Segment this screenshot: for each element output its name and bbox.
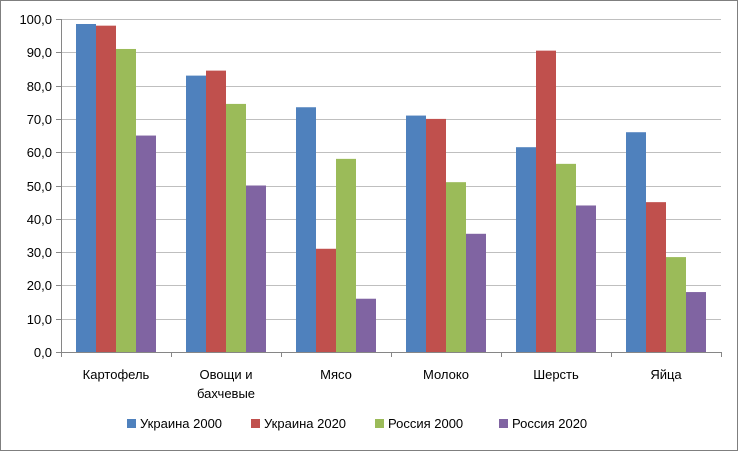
y-tick-label: 20,0 [27, 278, 52, 293]
bar [186, 75, 206, 353]
bar [246, 185, 266, 352]
legend-label: Россия 2020 [512, 416, 587, 431]
y-tick-labels: 0,0 10,0 20,0 30,0 40,0 50,0 60,0 70,0 80,0 90,0 1… [19, 12, 52, 360]
bar [296, 107, 316, 353]
bar [336, 158, 356, 352]
bar [76, 23, 96, 353]
y-tick-label: 50,0 [27, 179, 52, 194]
bar [686, 292, 706, 352]
legend: Украина 2000 Украина 2020 Россия 2000 Росси… [127, 416, 587, 431]
y-tick-label: 10,0 [27, 312, 52, 327]
category-label: Яйца [650, 367, 682, 382]
category-label: Молоко [423, 367, 469, 382]
legend-swatch [251, 419, 260, 428]
bar [646, 202, 666, 352]
category-labels: Картофель Овощи и бахчевые Мясо Молоко Шерсть… [83, 367, 683, 401]
bar [446, 182, 466, 352]
bar [136, 135, 156, 352]
bar [356, 298, 376, 352]
bar [316, 248, 336, 352]
category-label: Картофель [83, 367, 150, 382]
legend-label: Украина 2020 [264, 416, 346, 431]
bar [116, 48, 136, 352]
bar [466, 233, 486, 352]
y-tick-label: 90,0 [27, 45, 52, 60]
legend-swatch [375, 419, 384, 428]
y-tick-label: 80,0 [27, 79, 52, 94]
bar [626, 132, 646, 352]
y-tick-label: 0,0 [34, 345, 52, 360]
category-label: Мясо [320, 367, 352, 382]
legend-label: Украина 2000 [140, 416, 222, 431]
bar [666, 257, 686, 352]
bar [556, 163, 576, 352]
bar [576, 205, 596, 352]
bar [226, 103, 246, 352]
category-label: Овощи и бахчевые [197, 367, 255, 401]
bar [206, 70, 226, 353]
legend-swatch [127, 419, 136, 428]
bar [516, 147, 536, 352]
category-label: Шерсть [533, 367, 579, 382]
y-tick-label: 70,0 [27, 112, 52, 127]
bar [536, 50, 556, 352]
bars [76, 23, 706, 353]
bar [96, 25, 116, 352]
legend-swatch [499, 419, 508, 428]
y-tick-label: 60,0 [27, 145, 52, 160]
bar [406, 115, 426, 352]
axes [56, 19, 722, 357]
y-tick-label: 40,0 [27, 212, 52, 227]
gridlines [61, 19, 721, 320]
y-tick-label: 30,0 [27, 245, 52, 260]
legend-label: Россия 2000 [388, 416, 463, 431]
y-tick-label: 100,0 [19, 12, 52, 27]
bar [426, 118, 446, 353]
